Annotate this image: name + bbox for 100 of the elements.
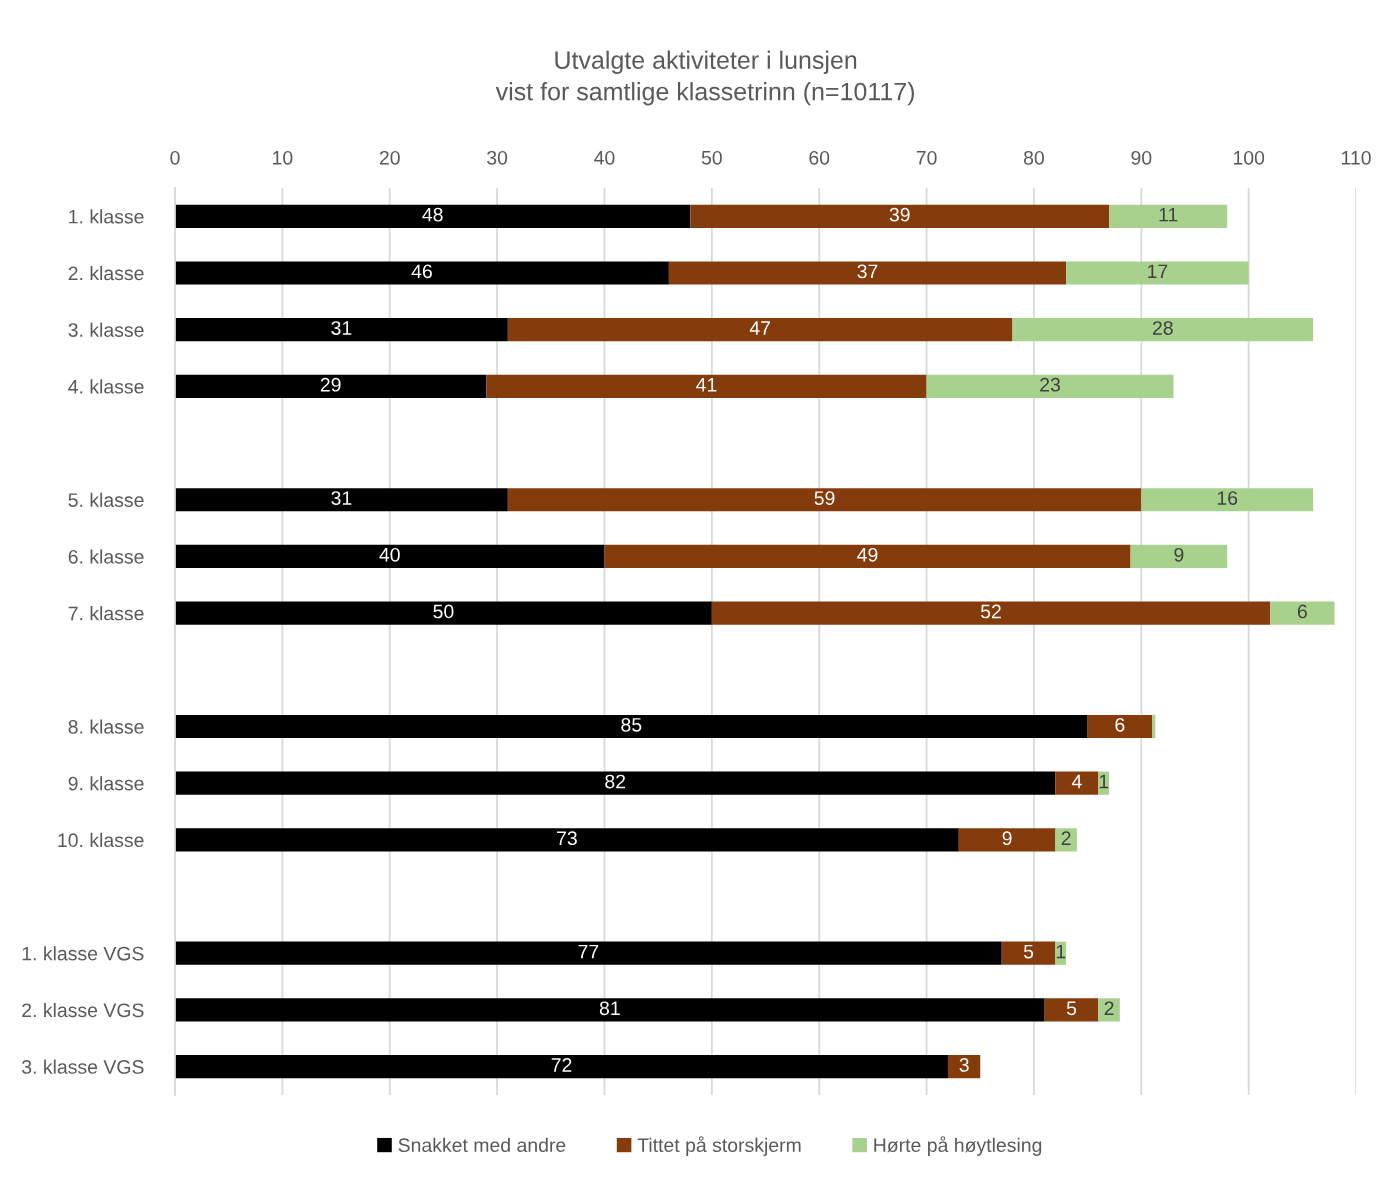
data-label: 2 xyxy=(1104,1001,1114,1015)
bar xyxy=(1098,998,1120,1022)
bar xyxy=(1044,998,1099,1022)
bar xyxy=(1152,714,1156,739)
bar xyxy=(1012,318,1314,342)
x-tick-label: 0 xyxy=(170,150,180,165)
x-tick-label: 10 xyxy=(273,150,293,165)
y-tick-label: 3. klasse VGS xyxy=(21,1059,144,1074)
y-tick-label: 2. klasse xyxy=(68,265,144,281)
bar xyxy=(1055,771,1099,795)
data-label: 39 xyxy=(889,207,910,222)
x-tick-label: 70 xyxy=(916,150,937,165)
bar xyxy=(711,601,1271,625)
data-label: 52 xyxy=(980,604,1001,619)
bar xyxy=(486,374,927,398)
data-label: 81 xyxy=(599,1001,620,1016)
data-label: 85 xyxy=(621,717,642,732)
data-label: 28 xyxy=(1152,321,1173,335)
y-tick-label: 10. klasse xyxy=(58,832,144,848)
data-label: 59 xyxy=(814,491,835,505)
y-tick-label: 5. klasse xyxy=(68,492,144,507)
data-label: 77 xyxy=(578,944,599,959)
x-tick-label: 40 xyxy=(594,150,615,165)
bar xyxy=(507,488,1142,512)
bar xyxy=(1270,601,1335,625)
data-label: 6 xyxy=(1297,604,1307,619)
data-label: 4 xyxy=(1071,774,1082,789)
data-label: 29 xyxy=(320,377,341,392)
data-label: 23 xyxy=(1040,377,1060,392)
data-label: 31 xyxy=(331,491,352,505)
bar xyxy=(175,374,487,398)
bar xyxy=(1109,204,1228,228)
bar xyxy=(507,318,1013,342)
bar xyxy=(175,544,605,569)
x-tick-label: 90 xyxy=(1131,150,1152,165)
data-label: 72 xyxy=(551,1058,572,1072)
y-tick-label: 8. klasse xyxy=(68,719,144,734)
bar xyxy=(175,998,1045,1022)
bar xyxy=(175,1055,949,1079)
data-label: 6 xyxy=(1115,717,1125,732)
bar xyxy=(1001,941,1056,965)
data-label: 40 xyxy=(379,547,400,562)
bar xyxy=(1066,261,1249,285)
x-tick-label: 100 xyxy=(1233,150,1265,165)
data-label: 3 xyxy=(959,1058,969,1072)
data-label: 5 xyxy=(1023,944,1034,959)
data-label: 9 xyxy=(1174,547,1184,562)
y-tick-label: 4. klasse xyxy=(68,379,144,394)
y-tick-label: 3. klasse xyxy=(68,322,144,337)
x-tick-label: 20 xyxy=(379,150,400,165)
x-tick-label: 60 xyxy=(809,150,830,165)
bar xyxy=(175,204,691,228)
x-tick-label: 110 xyxy=(1342,150,1371,165)
bar xyxy=(1055,828,1077,852)
y-tick-label: 1. klasse xyxy=(69,209,144,224)
data-label: 1 xyxy=(1099,774,1109,789)
bar xyxy=(958,828,1056,852)
y-tick-label: 6. klasse xyxy=(68,549,144,564)
data-label: 46 xyxy=(411,264,432,279)
data-label: 11 xyxy=(1159,207,1178,222)
bar xyxy=(175,771,1056,795)
bar xyxy=(175,828,959,852)
data-label: 37 xyxy=(857,264,878,279)
bar xyxy=(175,488,508,512)
data-label: 9 xyxy=(1002,831,1012,846)
data-label: 41 xyxy=(696,378,717,392)
chart-title: Utvalgte aktiviteter i lunsjen vist for samtlige klassetrinn (n=10117) xyxy=(495,50,914,106)
data-label: 82 xyxy=(605,774,626,789)
x-tick-label: 80 xyxy=(1023,150,1044,165)
bar xyxy=(1087,714,1153,739)
bar xyxy=(926,374,1174,398)
data-label: 73 xyxy=(557,831,577,846)
data-label: 17 xyxy=(1148,264,1168,279)
bar xyxy=(1141,488,1314,512)
legend-label: Snakket med andre xyxy=(398,1137,566,1153)
bar xyxy=(175,318,508,342)
bar xyxy=(604,544,1131,569)
y-tick-label: 1. klasse VGS xyxy=(22,946,144,961)
bar xyxy=(948,1055,981,1079)
data-label: 49 xyxy=(857,547,878,562)
data-label: 1 xyxy=(1056,944,1066,959)
bar xyxy=(175,941,1002,965)
bar xyxy=(175,714,1088,739)
data-label: 2 xyxy=(1061,831,1071,845)
bar xyxy=(1130,544,1228,569)
bar xyxy=(690,204,1110,228)
y-tick-label: 9. klasse xyxy=(68,776,144,791)
y-tick-label: 7. klasse xyxy=(68,606,144,621)
bar xyxy=(175,601,712,625)
data-label: 48 xyxy=(422,207,443,222)
x-tick-label: 50 xyxy=(701,150,722,165)
x-tick-label: 30 xyxy=(487,150,508,165)
bar xyxy=(668,261,1067,285)
legend-label: Hørte på høytlesing xyxy=(874,1136,1042,1156)
bar xyxy=(175,261,669,285)
data-label: 16 xyxy=(1217,491,1238,505)
data-label: 5 xyxy=(1066,1001,1077,1016)
data-label: 47 xyxy=(749,321,770,335)
data-label: 50 xyxy=(433,604,454,619)
y-tick-label: 2. klasse VGS xyxy=(22,1002,144,1018)
